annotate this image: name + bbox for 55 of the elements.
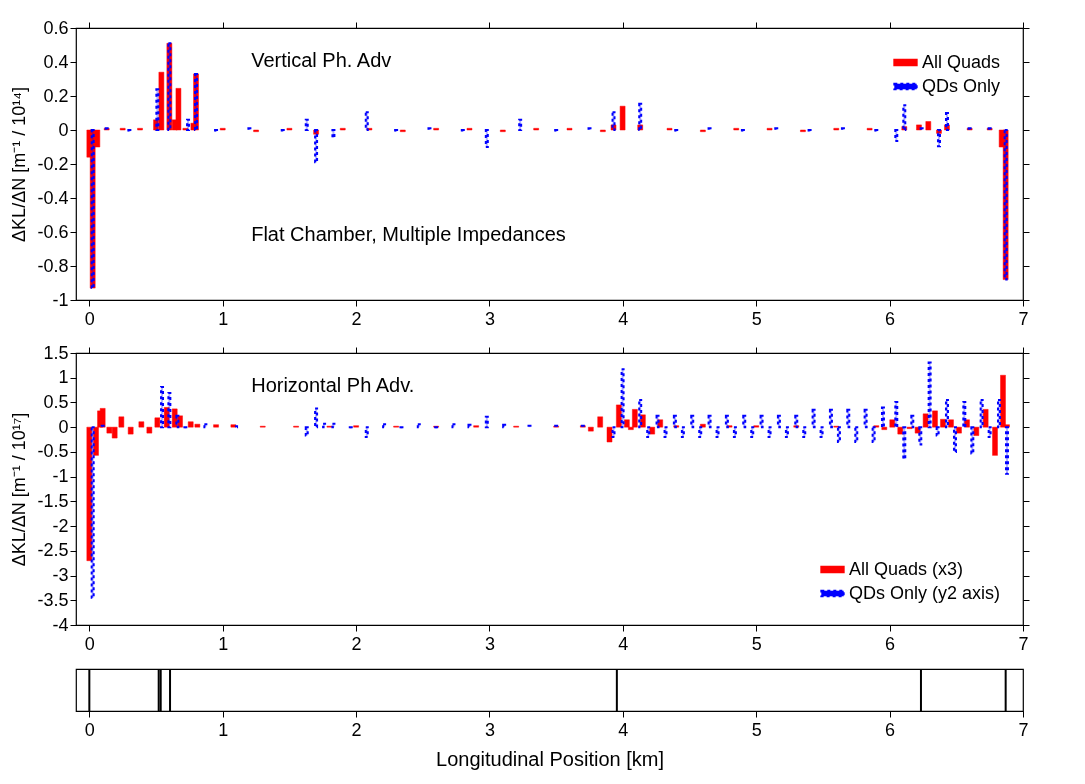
- y-tick-label: -2: [52, 515, 69, 536]
- x-tick-label: 2: [351, 633, 362, 654]
- annotation: Vertical Ph. Adv: [251, 48, 392, 71]
- y-tick-label: -0.2: [37, 153, 69, 174]
- x-tick-label: 4: [618, 633, 629, 654]
- x-tick-label: 3: [484, 308, 495, 329]
- y-tick-label: -0.4: [37, 187, 69, 208]
- x-tick-label: 0: [84, 719, 95, 740]
- y-axis-title: ΔKL/ΔN [m⁻¹ / 10¹⁴]: [9, 87, 30, 242]
- x-tick-label: 1: [218, 308, 229, 329]
- legend-label: QDs Only (y2 axis): [849, 582, 1001, 603]
- y-tick-label: 0: [58, 416, 69, 437]
- legend-label: All Quads: [922, 51, 1001, 72]
- annotation: Flat Chamber, Multiple Impedances: [251, 222, 566, 245]
- x-tick-label: 4: [618, 719, 629, 740]
- y-tick-label: 0.6: [43, 17, 69, 38]
- x-tick-label: 5: [751, 719, 762, 740]
- x-tick-label: 4: [618, 308, 629, 329]
- legend-label: QDs Only: [922, 75, 1001, 96]
- y-tick-label: -3: [52, 565, 69, 586]
- y-tick-label: 0.5: [43, 391, 69, 412]
- x-tick-label: 7: [1018, 308, 1029, 329]
- y-tick-label: -1: [52, 466, 69, 487]
- x-tick-label: 3: [484, 719, 495, 740]
- x-tick-label: 2: [351, 719, 362, 740]
- y-tick-label: -0.8: [37, 255, 69, 276]
- x-tick-label: 6: [885, 719, 896, 740]
- legend-label: All Quads (x3): [849, 558, 964, 579]
- x-tick-label: 0: [84, 633, 95, 654]
- x-tick-label: 6: [885, 308, 896, 329]
- y-tick-label: -3.5: [37, 589, 69, 610]
- y-tick-label: 0.4: [43, 51, 69, 72]
- y-tick-label: 1.5: [43, 342, 69, 363]
- x-tick-label: 1: [218, 633, 229, 654]
- x-tick-label: 2: [351, 308, 362, 329]
- x-tick-label: 5: [751, 308, 762, 329]
- y-tick-label: -0.6: [37, 221, 69, 242]
- x-tick-label: 6: [885, 633, 896, 654]
- y-tick-label: -2.5: [37, 540, 69, 561]
- y-tick-label: 0.2: [43, 85, 69, 106]
- annotation: Horizontal Ph Adv.: [251, 373, 415, 396]
- x-tick-label: 0: [84, 308, 95, 329]
- y-axis-title: ΔKL/ΔN [m⁻¹ / 10¹⁷]: [9, 412, 30, 567]
- x-tick-label: 7: [1018, 719, 1029, 740]
- y-tick-label: -1.5: [37, 490, 69, 511]
- x-tick-label: 1: [218, 719, 229, 740]
- y-tick-label: -0.5: [37, 441, 69, 462]
- x-axis-title: Longitudinal Position [km]: [436, 747, 664, 770]
- y-tick-label: -4: [52, 614, 69, 635]
- y-tick-label: 0: [58, 119, 69, 140]
- y-tick-label: -1: [52, 289, 69, 310]
- x-tick-label: 5: [751, 633, 762, 654]
- x-tick-label: 7: [1018, 633, 1029, 654]
- x-tick-label: 3: [484, 633, 495, 654]
- y-tick-label: 1: [58, 367, 69, 388]
